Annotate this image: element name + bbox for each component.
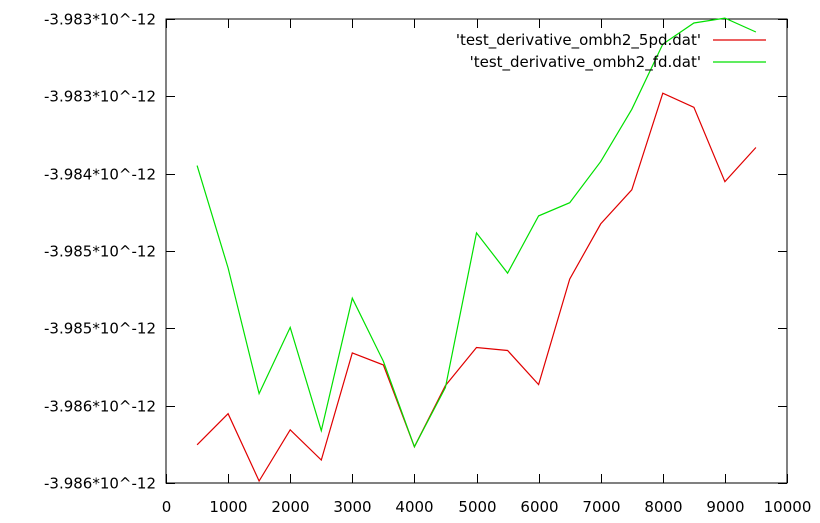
series-line-1	[196, 92, 757, 483]
y-tick-label: -3.986*10^-12	[44, 398, 156, 416]
legend-label: 'test_derivative_ombh2_fd.dat'	[470, 53, 701, 72]
y-tick-label: -3.985*10^-12	[44, 243, 156, 261]
x-tick-label: 5000	[458, 498, 496, 516]
x-tick-label: 9000	[706, 498, 744, 516]
y-tick-label: -3.983*10^-12	[44, 88, 156, 106]
y-tick-label: -3.985*10^-12	[44, 320, 156, 338]
y-axis: -3.983*10^-12 -3.983*10^-12 -3.984*10^-12 -…	[44, 11, 787, 493]
x-tick-label: 3000	[333, 498, 371, 516]
x-axis: 0 1000 2000 3000 4000 5000 6000 7000 8000 9000 100…	[162, 19, 812, 516]
series-line-2	[196, 17, 757, 449]
x-tick-label: 1000	[209, 498, 247, 516]
y-tick-label: -3.984*10^-12	[44, 166, 156, 184]
legend-label: 'test_derivative_ombh2_5pd.dat'	[456, 31, 701, 50]
y-tick-label: -3.983*10^-12	[44, 11, 156, 29]
x-tick-label: 4000	[395, 498, 433, 516]
series-layer	[196, 17, 757, 483]
x-tick-label: 2000	[271, 498, 309, 516]
x-tick-label: 8000	[644, 498, 682, 516]
x-tick-label: 10000	[764, 498, 812, 516]
y-tick-label: -3.986*10^-12	[44, 475, 156, 493]
x-tick-label: 0	[162, 498, 172, 516]
legend: 'test_derivative_ombh2_5pd.dat' 'test_der…	[456, 31, 766, 72]
x-tick-label: 7000	[582, 498, 620, 516]
plot-border	[165, 18, 788, 484]
x-tick-label: 6000	[520, 498, 558, 516]
plot-frame	[165, 18, 788, 484]
